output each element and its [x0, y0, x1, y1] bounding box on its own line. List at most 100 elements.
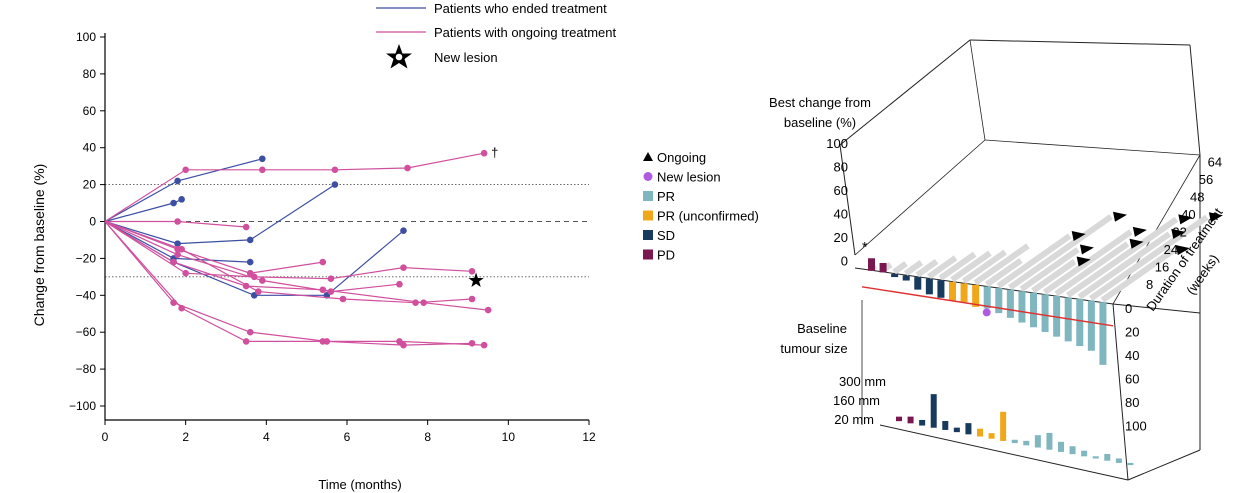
ongoing-triangle-marker	[1132, 226, 1147, 237]
duration-bar	[903, 260, 924, 276]
size-bar-PR	[1034, 435, 1041, 448]
size-tick-label: 160 mm	[833, 393, 880, 408]
right-tick-label: 40	[1125, 348, 1139, 363]
legend-label-new-lesion: New lesion	[434, 50, 498, 65]
patient-point	[174, 240, 181, 247]
y-tick-label: 0	[89, 215, 96, 229]
patient-point	[327, 275, 335, 282]
y-tick-label: −100	[69, 399, 96, 413]
legend-star-center-icon	[395, 53, 403, 61]
size-bar-PR	[1046, 432, 1053, 450]
change-axis-title-line2: baseline (%)	[784, 115, 856, 130]
size-bar-PRu	[988, 433, 995, 439]
change-tick-label: 100	[826, 136, 848, 151]
patient-line-ongoing	[104, 220, 400, 293]
spider-legend: Patients who ended treatment Patients wi…	[376, 1, 616, 69]
patient-line-ongoing	[104, 220, 473, 304]
patient-point	[174, 218, 181, 225]
legend-label: Ongoing	[657, 150, 706, 165]
size-bar-SD	[953, 427, 960, 433]
duration-bar	[996, 233, 1072, 289]
size-bar-PR	[1104, 453, 1111, 461]
legend-label: PR	[657, 189, 675, 204]
patient-point	[259, 155, 266, 163]
size-bar-PR	[1092, 456, 1099, 459]
patient-point	[468, 339, 476, 347]
size-bar-PR	[1011, 439, 1018, 444]
dagger-label: †	[491, 145, 498, 160]
special-marks: †	[468, 145, 498, 287]
patient-point	[480, 149, 488, 157]
ongoing-triangle-marker	[1171, 228, 1186, 239]
patient-point	[400, 264, 407, 271]
patient-line-ongoing	[104, 220, 323, 274]
change-bar-PR	[1087, 300, 1095, 351]
size-bar-PR	[1127, 462, 1134, 466]
x-tick-label: 2	[182, 430, 189, 444]
frame-floor-right-lower-edge	[1112, 303, 1201, 314]
duration-bar	[938, 251, 977, 281]
patient-point	[327, 288, 335, 295]
waterfall-3d-plot: * 100 80 60 40 20 0 0 20 40 60 80 100 816 24 32 40 48 5…	[643, 39, 1226, 481]
frame-back-inner-edge	[969, 39, 986, 141]
change-bar-PR	[1006, 289, 1014, 318]
patient-point	[468, 295, 476, 303]
patient-point	[246, 236, 254, 244]
patient-point	[170, 299, 177, 306]
x-tick-label: 6	[344, 430, 351, 444]
duration-tick-label: 40	[1181, 207, 1195, 222]
duration-bars	[869, 214, 1209, 303]
size-axis-title-line2: tumour size	[780, 341, 847, 356]
size-bar-PRu	[1000, 411, 1007, 441]
size-bar-PD	[907, 416, 914, 424]
change-bar-SD	[914, 277, 922, 290]
duration-bar	[1008, 214, 1113, 291]
legend-swatch	[643, 210, 653, 221]
frame-back-top-edge	[969, 39, 1191, 46]
x-tick-label: 10	[502, 430, 516, 444]
patient-line-ongoing	[104, 220, 473, 280]
change-axis-title-line1: Best change from	[769, 95, 871, 110]
patient-point	[246, 328, 254, 336]
duration-bar	[1065, 216, 1179, 298]
reference-lines	[105, 184, 589, 278]
size-tick-label: 300 mm	[839, 374, 886, 389]
y-tick-label: −20	[76, 251, 97, 265]
change-ticks: 100 80 60 40 20 0	[826, 136, 848, 269]
legend-swatch	[643, 230, 653, 240]
duration-bar	[915, 259, 939, 278]
patient-point	[182, 166, 189, 174]
change-bar-PR	[1099, 302, 1107, 365]
duration-tick-label: 64	[1208, 155, 1222, 170]
duration-bar	[973, 243, 1030, 286]
patient-point	[182, 269, 189, 277]
y-tick-label: −40	[76, 288, 97, 302]
duration-bar	[950, 250, 992, 283]
patient-point	[484, 306, 492, 314]
duration-tick-label: 24	[1164, 242, 1178, 257]
patient-point	[259, 166, 266, 174]
patient-line-ended	[104, 198, 182, 223]
size-axis-title-line1: Baseline	[797, 321, 847, 336]
frame-back-mid-edge	[984, 139, 1201, 156]
patient-point	[404, 164, 411, 172]
patient-point	[242, 282, 250, 290]
y-tick-label: 40	[83, 141, 97, 155]
ongoing-triangle-marker	[1076, 256, 1091, 267]
y-tick-label: 60	[83, 104, 97, 118]
patient-point	[254, 288, 262, 295]
patient-point	[468, 268, 476, 275]
duration-bar	[1077, 231, 1172, 300]
legend-label-ongoing: Patients with ongoing treatment	[434, 25, 616, 40]
size-bar-SD	[930, 394, 937, 428]
duration-ticks: 816 24 32 40 48 56 64	[1146, 155, 1222, 293]
frame-back-right-upper-edge	[1189, 44, 1201, 156]
x-tick-label: 0	[102, 430, 109, 444]
size-bar-PR	[1058, 441, 1064, 452]
size-bar-PR	[1023, 440, 1030, 446]
change-bar-PR	[1053, 295, 1061, 337]
y-tick-label: −60	[76, 325, 97, 339]
frame-bottom-right-edge	[1127, 449, 1201, 481]
spider-plot: 100 80 60 40 20 0 −20 −40 −60 −80 −100 0 2 4 6 8 10 12 †…	[31, 1, 616, 492]
duration-bar	[892, 261, 908, 275]
